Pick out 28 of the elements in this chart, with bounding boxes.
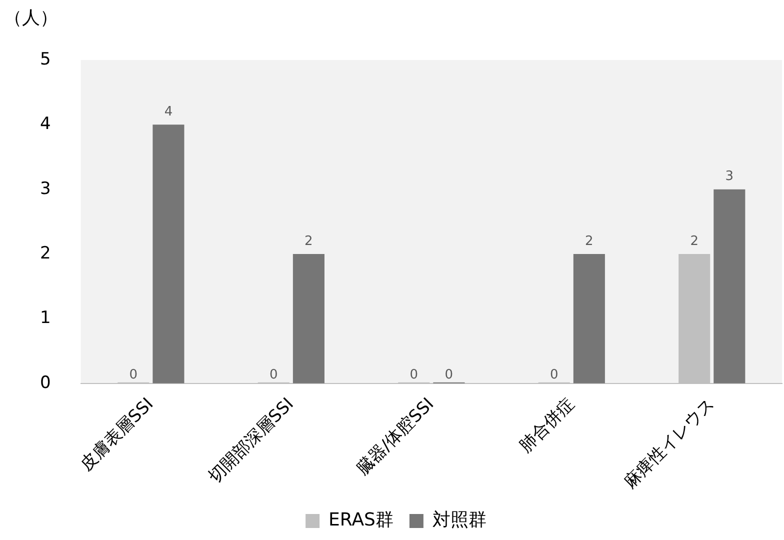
y-tick-label: 1	[40, 308, 51, 328]
bar	[152, 124, 184, 384]
y-axis-title: （人）	[4, 8, 58, 29]
bar	[292, 254, 324, 384]
data-label: 0	[129, 367, 138, 382]
y-tick-label: 2	[40, 243, 51, 264]
data-label: 3	[725, 169, 734, 184]
y-tick-label: 3	[40, 178, 51, 199]
data-label: 2	[585, 234, 594, 249]
data-label: 2	[304, 234, 313, 249]
x-tick-label: 臓器/体腔SSI	[352, 394, 438, 480]
data-label: 4	[164, 104, 173, 120]
data-label: 0	[270, 367, 278, 382]
bar	[714, 189, 746, 384]
data-label: 2	[690, 234, 698, 249]
legend-label: ERAS群	[328, 510, 394, 531]
x-tick-label: 皮膚表層SSI	[76, 394, 158, 476]
data-label: 0	[550, 367, 558, 382]
x-tick-label: 肺合併症	[516, 394, 578, 456]
data-label: 0	[444, 367, 454, 382]
y-tick-label: 0	[40, 372, 51, 393]
x-tick-label: 麻痺性イレウス	[620, 394, 719, 492]
data-label: 0	[410, 367, 418, 382]
legend-label: 対照群	[432, 510, 486, 531]
x-tick-label: 切開部深層SSI	[204, 394, 298, 488]
bar	[573, 254, 605, 384]
y-tick-label: 4	[40, 114, 51, 134]
y-tick-label: 5	[40, 49, 51, 70]
